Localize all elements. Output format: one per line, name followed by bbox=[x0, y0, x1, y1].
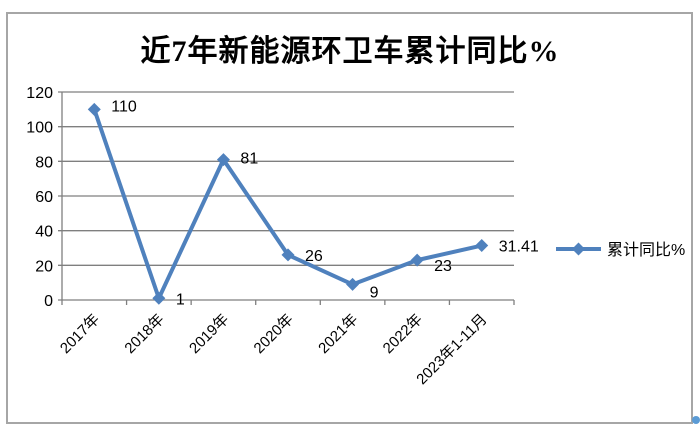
x-axis-tick-label: 2021年 bbox=[315, 311, 361, 357]
data-point-marker bbox=[410, 253, 424, 267]
data-label: 23 bbox=[434, 258, 452, 275]
x-axis-tick-label: 2018年 bbox=[121, 311, 167, 357]
data-label: 26 bbox=[305, 248, 323, 265]
y-axis-tick-label: 20 bbox=[35, 258, 53, 275]
x-axis-tick-label: 2019年 bbox=[186, 311, 232, 357]
data-label: 81 bbox=[240, 151, 258, 168]
y-axis-tick-label: 0 bbox=[44, 293, 53, 310]
chart-frame bbox=[6, 12, 693, 424]
data-point-marker bbox=[346, 277, 360, 291]
x-axis-tick-label: 2020年 bbox=[251, 311, 297, 357]
legend-marker bbox=[572, 242, 585, 256]
y-axis-tick-label: 40 bbox=[35, 224, 53, 241]
data-label: 1 bbox=[176, 291, 185, 308]
y-axis-tick-label: 80 bbox=[35, 154, 53, 171]
x-axis-tick-label: 2022年 bbox=[380, 311, 426, 357]
data-point-marker bbox=[87, 102, 101, 116]
cursor-dot bbox=[692, 416, 700, 424]
chart-title: 近7年新能源环卫车累计同比% bbox=[140, 35, 560, 68]
data-label: 9 bbox=[370, 284, 379, 301]
data-point-marker bbox=[475, 239, 489, 253]
data-point-marker bbox=[216, 153, 230, 167]
y-axis-tick-label: 60 bbox=[35, 189, 53, 206]
data-line bbox=[92, 108, 483, 301]
data-label: 31.41 bbox=[499, 239, 539, 256]
data-label: 110 bbox=[111, 98, 137, 115]
data-point-marker bbox=[152, 291, 166, 305]
data-point-marker bbox=[281, 248, 295, 262]
x-axis-tick-label: 2017年 bbox=[57, 311, 103, 357]
legend-label: 累计同比% bbox=[607, 241, 685, 259]
y-axis-tick-label: 100 bbox=[26, 120, 53, 137]
y-axis-tick-label: 120 bbox=[26, 85, 53, 102]
